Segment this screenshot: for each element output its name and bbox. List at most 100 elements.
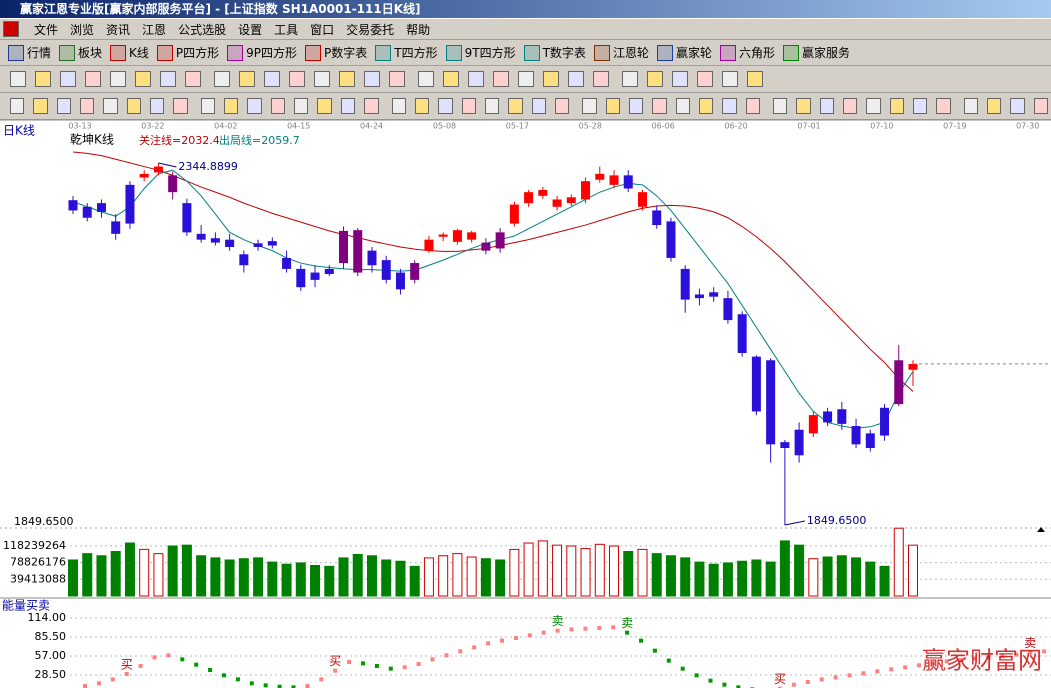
toolbar-icon[interactable] bbox=[484, 98, 500, 114]
toolbar-icon[interactable] bbox=[652, 98, 667, 114]
toolbar-icon[interactable] bbox=[647, 71, 663, 87]
toolbar-icon[interactable] bbox=[672, 71, 688, 87]
toolbar-icon[interactable] bbox=[56, 98, 72, 114]
toolbar-button[interactable]: K线 bbox=[110, 44, 149, 61]
toolbar-icon[interactable] bbox=[160, 71, 176, 87]
candle-body bbox=[182, 203, 192, 233]
toolbar-icon[interactable] bbox=[270, 98, 286, 114]
indicator-mark bbox=[917, 663, 921, 668]
toolbar-icon[interactable] bbox=[508, 98, 523, 114]
toolbar-icon[interactable] bbox=[582, 98, 597, 114]
menu-item[interactable]: 公式选股 bbox=[178, 22, 227, 37]
toolbar-icon[interactable] bbox=[468, 71, 484, 87]
toolbar-button[interactable]: 板块 bbox=[59, 44, 102, 61]
toolbar-icon[interactable] bbox=[843, 98, 858, 114]
toolbar-icon[interactable] bbox=[543, 71, 559, 87]
scroll-marker bbox=[1037, 527, 1045, 532]
toolbar-icon[interactable] bbox=[889, 98, 905, 114]
toolbar-icon[interactable] bbox=[568, 71, 584, 87]
toolbar-icon[interactable] bbox=[364, 71, 380, 87]
toolbar-icon[interactable] bbox=[60, 71, 76, 87]
toolbar-icon[interactable] bbox=[103, 98, 118, 114]
toolbar-icon[interactable] bbox=[391, 98, 406, 114]
toolbar-icon[interactable] bbox=[493, 71, 509, 87]
toolbar-icon[interactable] bbox=[10, 98, 25, 114]
toolbar-icon[interactable] bbox=[675, 98, 690, 114]
toolbar-icon[interactable] bbox=[185, 71, 201, 87]
toolbar-icon[interactable] bbox=[628, 98, 644, 114]
toolbar-icon[interactable] bbox=[200, 98, 216, 114]
toolbar-icon[interactable] bbox=[622, 71, 638, 87]
toolbar-icon[interactable] bbox=[289, 71, 305, 87]
toolbar-icon[interactable] bbox=[747, 71, 763, 87]
menu-item[interactable]: 工具 bbox=[274, 22, 299, 37]
toolbar-icon[interactable] bbox=[340, 98, 356, 114]
toolbar-icon[interactable] bbox=[35, 71, 51, 87]
toolbar-button[interactable]: P四方形 bbox=[156, 44, 219, 61]
menu-item[interactable]: 帮助 bbox=[406, 22, 431, 37]
toolbar-icon[interactable] bbox=[697, 71, 713, 87]
toolbar-button[interactable]: T数字表 bbox=[523, 44, 586, 61]
toolbar-icon[interactable] bbox=[1033, 98, 1049, 114]
toolbar-icon[interactable] bbox=[554, 98, 570, 114]
menu-item[interactable]: 窗口 bbox=[310, 22, 335, 37]
toolbar-icon[interactable] bbox=[796, 98, 811, 114]
toolbar-icon[interactable] bbox=[866, 98, 881, 114]
toolbar-icon[interactable] bbox=[247, 98, 262, 114]
toolbar-icon[interactable] bbox=[593, 71, 609, 87]
toolbar-icon[interactable] bbox=[224, 98, 239, 114]
toolbar-icon[interactable] bbox=[745, 98, 760, 114]
toolbar-icon[interactable] bbox=[605, 98, 620, 114]
toolbar-icon[interactable] bbox=[773, 98, 788, 114]
toolbar-icon[interactable] bbox=[414, 98, 430, 114]
toolbar-icon[interactable] bbox=[698, 98, 714, 114]
menu-item[interactable]: 设置 bbox=[238, 22, 263, 37]
toolbar-icon[interactable] bbox=[518, 71, 534, 87]
toolbar-icon[interactable] bbox=[722, 71, 738, 87]
menu-item[interactable]: 文件 bbox=[34, 22, 59, 37]
toolbar-icon[interactable] bbox=[1010, 98, 1025, 114]
toolbar-icon[interactable] bbox=[10, 71, 26, 87]
toolbar-icon[interactable] bbox=[389, 71, 405, 87]
toolbar-icon[interactable] bbox=[418, 71, 434, 87]
toolbar-icon[interactable] bbox=[264, 71, 280, 87]
toolbar-icon[interactable] bbox=[173, 98, 188, 114]
toolbar-icon[interactable] bbox=[294, 98, 309, 114]
toolbar-icon[interactable] bbox=[461, 98, 476, 114]
toolbar-button[interactable]: 9P四方形 bbox=[227, 44, 297, 61]
toolbar-button[interactable]: 赢家轮 bbox=[656, 44, 712, 61]
toolbar-button[interactable]: 六角形 bbox=[719, 44, 775, 61]
toolbar-icon[interactable] bbox=[110, 71, 126, 87]
toolbar-icon[interactable] bbox=[317, 98, 332, 114]
toolbar-button[interactable]: 9T四方形 bbox=[445, 44, 516, 61]
toolbar-icon[interactable] bbox=[135, 71, 151, 87]
menu-item[interactable]: 江恩 bbox=[142, 22, 167, 37]
toolbar-icon[interactable] bbox=[85, 71, 101, 87]
menu-item[interactable]: 交易委托 bbox=[346, 22, 395, 37]
toolbar-button[interactable]: 行情 bbox=[8, 44, 51, 61]
toolbar-icon[interactable] bbox=[33, 98, 48, 114]
toolbar-icon[interactable] bbox=[913, 98, 928, 114]
toolbar-icon[interactable] bbox=[80, 98, 95, 114]
toolbar-icon[interactable] bbox=[438, 98, 453, 114]
toolbar-icon[interactable] bbox=[722, 98, 737, 114]
toolbar-icon[interactable] bbox=[443, 71, 459, 87]
toolbar-button[interactable]: 赢家服务 bbox=[782, 44, 850, 61]
toolbar-icon[interactable] bbox=[150, 98, 165, 114]
menu-item[interactable]: 资讯 bbox=[106, 22, 131, 37]
toolbar-button[interactable]: 江恩轮 bbox=[593, 44, 649, 61]
menu-item[interactable]: 浏览 bbox=[70, 22, 95, 37]
toolbar-icon[interactable] bbox=[819, 98, 835, 114]
toolbar-icon[interactable] bbox=[314, 71, 330, 87]
toolbar-icon[interactable] bbox=[214, 71, 230, 87]
toolbar-icon[interactable] bbox=[364, 98, 379, 114]
toolbar-icon[interactable] bbox=[239, 71, 255, 87]
toolbar-icon[interactable] bbox=[531, 98, 546, 114]
toolbar-button[interactable]: P数字表 bbox=[305, 44, 367, 61]
toolbar-icon[interactable] bbox=[963, 98, 979, 114]
toolbar-icon[interactable] bbox=[339, 71, 355, 87]
toolbar-icon[interactable] bbox=[987, 98, 1002, 114]
toolbar-button[interactable]: T四方形 bbox=[375, 44, 438, 61]
toolbar-icon[interactable] bbox=[936, 98, 951, 114]
toolbar-icon[interactable] bbox=[126, 98, 142, 114]
